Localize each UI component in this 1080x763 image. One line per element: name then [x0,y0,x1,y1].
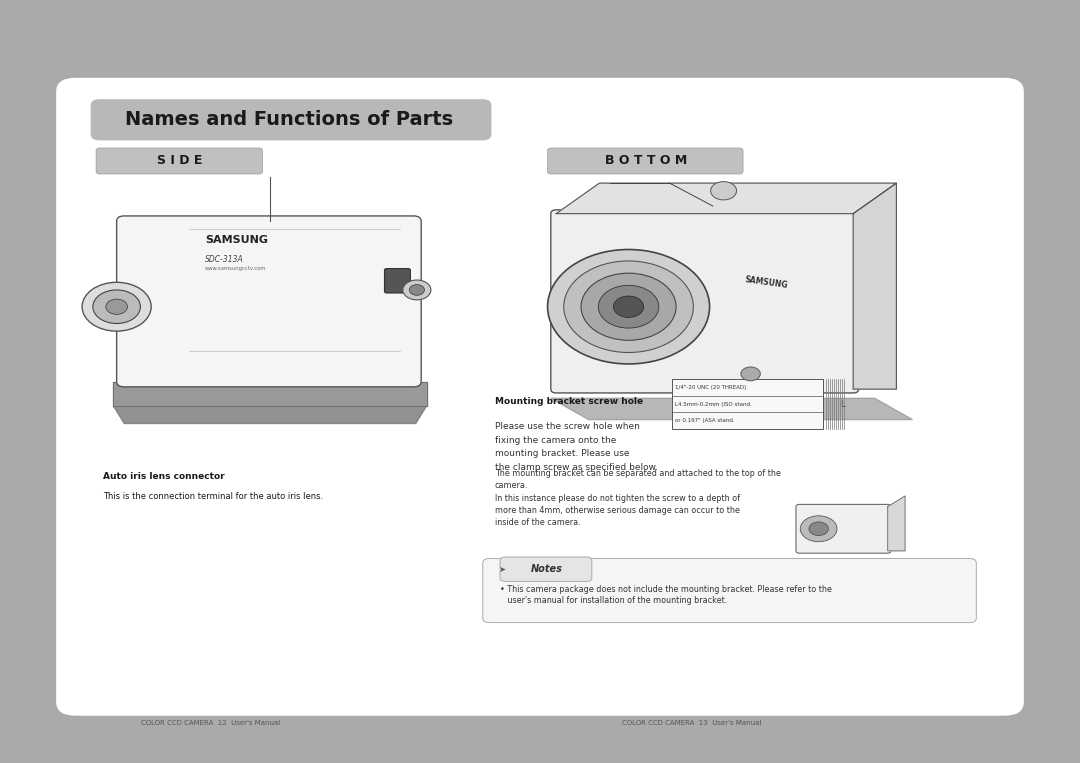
Text: SDC-313A: SDC-313A [205,255,244,264]
FancyBboxPatch shape [56,78,1024,716]
Text: inside of the camera.: inside of the camera. [495,518,580,527]
Polygon shape [888,496,905,551]
Text: This is the connection terminal for the auto iris lens.: This is the connection terminal for the … [103,492,323,501]
FancyBboxPatch shape [796,504,891,553]
Circle shape [809,522,828,536]
Text: ➤: ➤ [498,565,504,574]
Text: 1/4"-20 UNC (20 THREAD): 1/4"-20 UNC (20 THREAD) [675,385,746,390]
FancyBboxPatch shape [96,148,262,174]
Polygon shape [551,398,913,420]
Polygon shape [853,183,896,389]
Circle shape [106,299,127,314]
Text: more than 4mm, otherwise serious damage can occur to the: more than 4mm, otherwise serious damage … [495,506,740,515]
Circle shape [548,250,710,364]
Text: • This camera package does not include the mounting bracket. Please refer to the: • This camera package does not include t… [500,585,832,604]
Circle shape [741,367,760,381]
Bar [672,379,823,429]
Text: the clamp screw as specified below.: the clamp screw as specified below. [495,463,658,472]
Text: Please use the screw hole when: Please use the screw hole when [495,422,639,431]
Text: Mounting bracket screw hole: Mounting bracket screw hole [495,397,643,406]
Polygon shape [113,382,427,406]
Text: B O T T O M: B O T T O M [605,154,687,168]
Text: Auto iris lens connector: Auto iris lens connector [103,472,225,481]
FancyBboxPatch shape [551,210,859,393]
Circle shape [82,282,151,331]
Circle shape [93,290,140,324]
FancyBboxPatch shape [384,269,410,293]
Polygon shape [556,183,896,214]
Text: SAMSUNG: SAMSUNG [205,235,268,246]
Text: www.samsungcctv.com: www.samsungcctv.com [205,266,267,271]
Circle shape [800,516,837,542]
Text: L: L [840,400,845,408]
Circle shape [409,285,424,295]
Circle shape [711,182,737,200]
Circle shape [403,280,431,300]
Circle shape [598,285,659,328]
Text: Notes: Notes [530,564,563,575]
Text: COLOR CCD CAMERA  12  User's Manual: COLOR CCD CAMERA 12 User's Manual [141,720,280,726]
Text: mounting bracket. Please use: mounting bracket. Please use [495,449,630,459]
Polygon shape [113,406,427,423]
FancyBboxPatch shape [117,216,421,387]
Text: In this instance please do not tighten the screw to a depth of: In this instance please do not tighten t… [495,494,740,503]
Circle shape [613,296,644,317]
Circle shape [564,261,693,353]
FancyBboxPatch shape [548,148,743,174]
Text: S I D E: S I D E [157,154,202,168]
Text: COLOR CCD CAMERA  13  User's Manual: COLOR CCD CAMERA 13 User's Manual [621,720,761,726]
Text: or 0.197" (ASA stand.: or 0.197" (ASA stand. [675,418,734,423]
Text: Names and Functions of Parts: Names and Functions of Parts [125,111,454,129]
Text: camera.: camera. [495,481,528,491]
Circle shape [581,273,676,340]
FancyBboxPatch shape [91,99,491,140]
Text: L4.5mm-0.2mm (ISO stand.: L4.5mm-0.2mm (ISO stand. [675,401,752,407]
Text: fixing the camera onto the: fixing the camera onto the [495,436,616,445]
Text: SAMSUNG: SAMSUNG [745,275,788,290]
FancyBboxPatch shape [500,557,592,581]
Text: The mounting bracket can be separated and attached to the top of the: The mounting bracket can be separated an… [495,469,781,478]
FancyBboxPatch shape [483,559,976,623]
